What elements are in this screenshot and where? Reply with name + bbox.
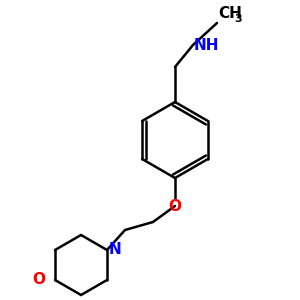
Text: 3: 3 (234, 14, 242, 24)
Text: O: O (32, 272, 45, 287)
Text: NH: NH (194, 38, 220, 52)
Text: CH: CH (218, 6, 242, 21)
Text: N: N (109, 242, 122, 257)
Text: O: O (169, 199, 182, 214)
